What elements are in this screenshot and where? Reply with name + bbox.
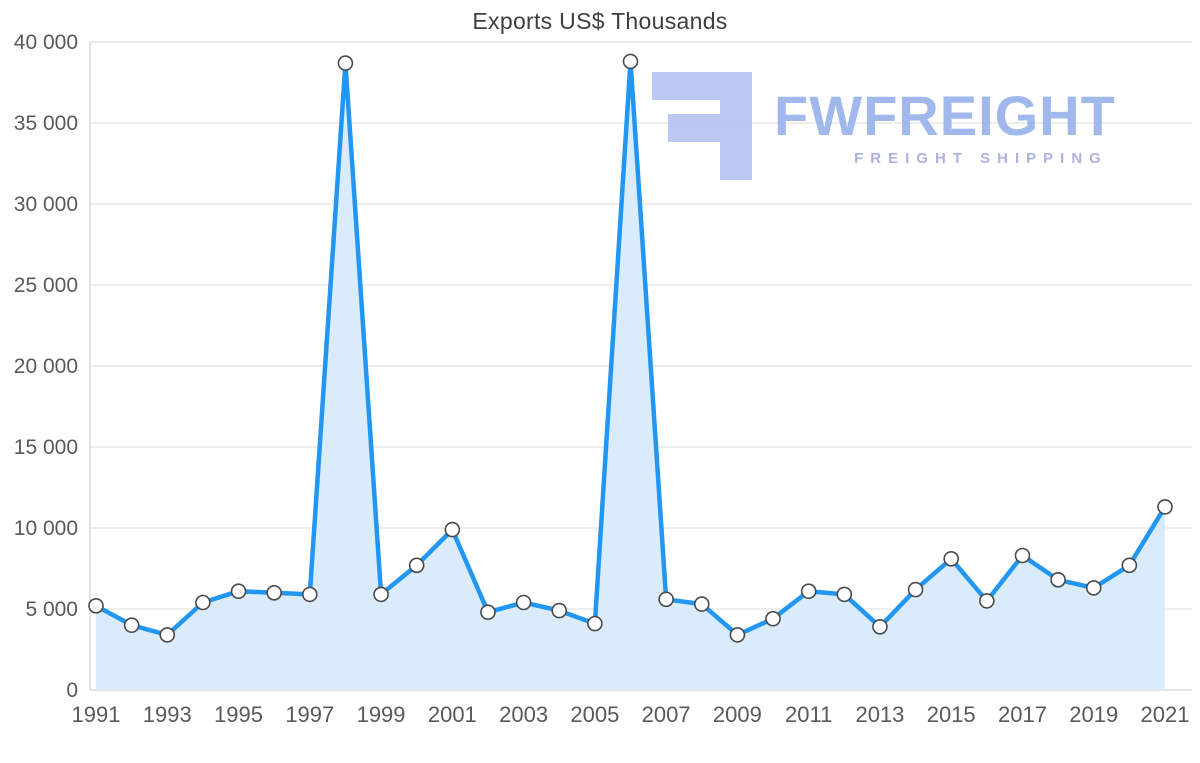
data-point-marker[interactable] (1121, 557, 1138, 574)
data-point-marker[interactable] (943, 550, 960, 567)
data-point-marker[interactable] (729, 627, 746, 643)
x-axis-label: 1991 (72, 702, 121, 727)
data-point-marker[interactable] (301, 586, 318, 603)
data-point-marker[interactable] (836, 586, 853, 603)
y-axis-label: 0 (66, 679, 78, 702)
data-point-marker[interactable] (88, 597, 104, 614)
x-axis-label: 1999 (357, 702, 406, 727)
data-point-marker[interactable] (195, 594, 211, 611)
data-point-marker[interactable] (266, 584, 282, 601)
chart-title: Exports US$ Thousands (472, 8, 728, 34)
y-axis-label: 5 000 (25, 598, 78, 621)
y-axis-label: 25 000 (14, 274, 78, 297)
data-point-marker[interactable] (765, 610, 781, 627)
x-axis-label: 2009 (713, 702, 762, 727)
data-point-marker[interactable] (622, 53, 639, 70)
x-axis-label: 2017 (998, 702, 1047, 727)
x-axis-label: 2003 (499, 702, 548, 727)
data-point-marker[interactable] (587, 615, 603, 632)
y-axis-label: 35 000 (14, 112, 78, 135)
x-axis-label: 1997 (285, 702, 334, 727)
data-point-marker[interactable] (979, 593, 995, 609)
x-axis-label: 2015 (927, 702, 976, 727)
data-point-marker[interactable] (444, 521, 461, 538)
data-point-marker[interactable] (693, 596, 710, 612)
x-axis-label: 2013 (855, 702, 904, 727)
data-point-marker[interactable] (1157, 499, 1173, 515)
data-point-marker[interactable] (1085, 580, 1102, 596)
y-axis-label: 30 000 (14, 193, 78, 216)
x-axis-label: 1993 (143, 702, 192, 727)
x-axis-label: 2021 (1141, 702, 1190, 727)
x-axis-label: 2001 (428, 702, 477, 727)
data-point-marker[interactable] (408, 557, 425, 574)
series-area-fill (96, 61, 1165, 690)
data-point-marker[interactable] (123, 617, 140, 634)
data-point-marker[interactable] (1014, 547, 1031, 564)
data-point-marker[interactable] (800, 583, 817, 600)
data-point-marker[interactable] (373, 586, 389, 603)
data-point-marker[interactable] (907, 581, 924, 598)
x-axis-label: 2011 (785, 702, 832, 727)
data-point-marker[interactable] (658, 591, 674, 608)
data-point-marker[interactable] (337, 55, 354, 71)
data-point-marker[interactable] (551, 602, 568, 619)
y-axis-label: 10 000 (14, 517, 78, 540)
data-point-marker[interactable] (480, 604, 496, 621)
y-axis-label: 15 000 (14, 436, 78, 459)
data-point-marker[interactable] (872, 618, 888, 635)
x-axis-label: 1995 (214, 702, 263, 727)
data-point-marker[interactable] (230, 583, 247, 600)
y-axis-label: 40 000 (14, 31, 78, 54)
x-axis-label: 2007 (642, 702, 691, 727)
data-point-marker[interactable] (515, 594, 532, 611)
x-axis-label: 2005 (570, 702, 619, 727)
y-axis-label: 20 000 (14, 355, 78, 378)
data-point-marker[interactable] (159, 627, 176, 643)
x-axis-label: 2019 (1069, 702, 1118, 727)
data-point-marker[interactable] (1050, 571, 1066, 588)
